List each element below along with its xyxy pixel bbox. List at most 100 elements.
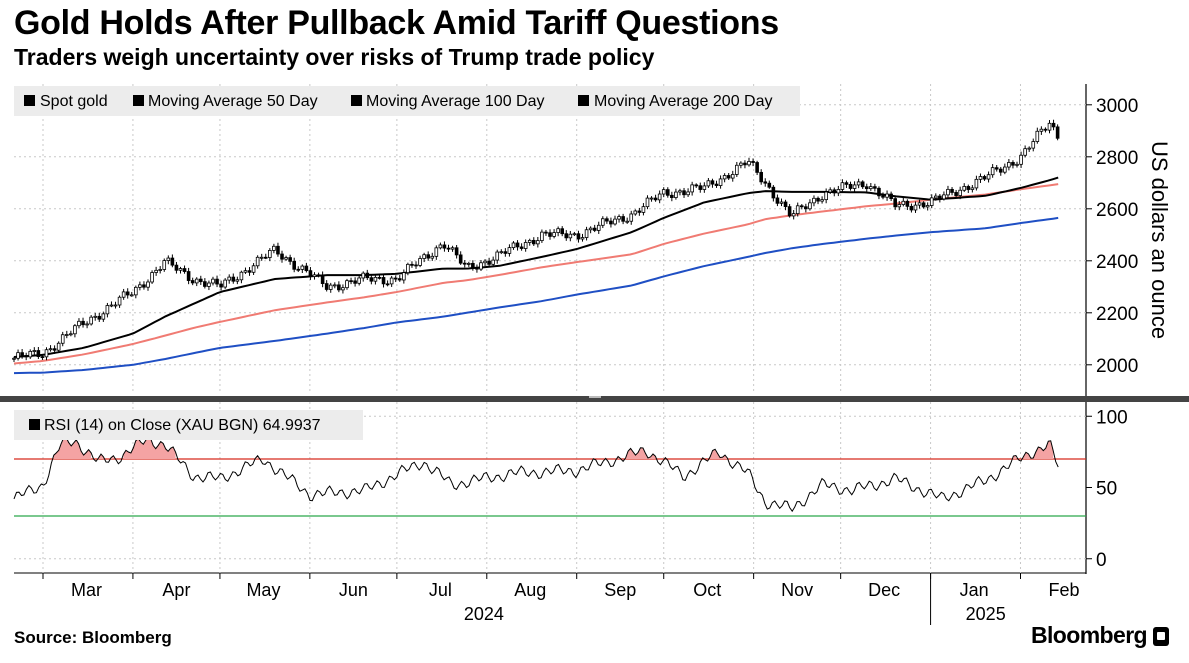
candle-body: [714, 183, 719, 186]
candle-body: [771, 186, 776, 199]
x-tick-label: Oct: [693, 580, 721, 600]
candle-body: [1051, 122, 1056, 128]
candle-body: [304, 265, 309, 272]
price-y-tick-label: 3000: [1096, 96, 1138, 117]
candle-body: [836, 189, 841, 194]
candle-body: [1043, 128, 1048, 131]
candle-body: [690, 184, 694, 193]
bloomberg-terminal-icon: [1153, 627, 1169, 646]
candle-body: [182, 268, 187, 272]
x-tick-label: Mar: [71, 580, 102, 600]
candle-body: [596, 224, 601, 231]
candle-body: [572, 233, 577, 236]
candle-body: [251, 265, 256, 273]
candle-body: [889, 193, 893, 199]
x-tick-label: Jun: [339, 580, 368, 600]
x-tick-label: Feb: [1048, 580, 1079, 600]
candle-body: [1055, 126, 1060, 139]
candle-body: [962, 186, 967, 191]
candle-body: [219, 283, 223, 288]
candle-body: [779, 201, 784, 204]
candle-body: [978, 176, 983, 180]
candle-body: [377, 276, 382, 279]
candle-body: [207, 282, 211, 287]
candle-body: [194, 278, 199, 284]
candle-body: [312, 274, 317, 277]
candle-body: [564, 233, 569, 239]
candle-body: [588, 227, 593, 231]
candle-body: [316, 274, 321, 277]
candle-body: [397, 278, 402, 281]
candle-body: [710, 180, 715, 185]
candle-body: [300, 265, 305, 270]
candle-body: [32, 350, 37, 352]
candle-body: [905, 200, 910, 207]
legend-swatch-spot: [24, 95, 35, 106]
rsi-y-tick-label: 100: [1096, 407, 1128, 428]
candle-body: [946, 188, 950, 196]
candle-body: [885, 193, 889, 198]
candle-body: [223, 279, 227, 288]
candle-body: [491, 259, 495, 265]
candle-body: [852, 184, 857, 189]
candle-body: [1011, 162, 1015, 166]
candle-body: [938, 195, 942, 200]
candle-body: [438, 244, 443, 249]
candle-body: [337, 284, 341, 291]
candle-body: [759, 171, 763, 183]
candle-body: [418, 258, 422, 266]
candle-body: [824, 191, 828, 201]
candle-body: [121, 291, 126, 298]
candle-body: [259, 256, 264, 259]
candle-body: [162, 260, 167, 270]
x-tick-label: Jul: [429, 580, 452, 600]
legend-label-ma100: Moving Average 100 Day: [366, 93, 544, 110]
candle-body: [665, 189, 670, 196]
candle-body: [178, 268, 183, 271]
candle-body: [138, 284, 142, 288]
candle-body: [649, 197, 654, 200]
candle-body: [154, 269, 158, 273]
candle-body: [357, 277, 361, 284]
candle-body: [694, 184, 699, 187]
candle-body: [276, 245, 280, 255]
y-axis-title: US dollars an ounce: [1147, 141, 1172, 339]
candle-body: [255, 256, 260, 267]
candle-body: [998, 168, 1003, 173]
candle-body: [24, 355, 28, 358]
candle-body: [1007, 162, 1011, 168]
price-y-tick-label: 2800: [1096, 148, 1138, 169]
candle-body: [653, 197, 658, 201]
candle-body: [848, 183, 853, 189]
candle-body: [775, 197, 780, 204]
candle-body: [613, 218, 617, 225]
legend-item-ma100: Moving Average 100 Day: [351, 93, 544, 110]
candle-body: [527, 239, 532, 243]
candle-body: [462, 262, 467, 265]
legend-item-ma200: Moving Average 200 Day: [578, 93, 772, 110]
candle-body: [158, 269, 162, 271]
candle-body: [288, 257, 292, 262]
candle-body: [950, 188, 954, 193]
candle-body: [799, 205, 804, 208]
candle-body: [873, 186, 877, 189]
candle-body: [215, 278, 219, 285]
legend-label-ma200: Moving Average 200 Day: [594, 93, 772, 110]
candle-body: [958, 189, 962, 196]
candle-body: [568, 233, 573, 239]
candle-body: [44, 349, 49, 358]
candle-body: [556, 228, 560, 233]
panel-divider-handle[interactable]: [589, 396, 601, 398]
candle-body: [706, 180, 711, 187]
candle-body: [471, 262, 475, 269]
x-tick-label: Jan: [960, 580, 989, 600]
candle-body: [747, 161, 751, 166]
candle-body: [966, 186, 971, 190]
candle-body: [812, 197, 816, 204]
x-tick-label: Dec: [868, 580, 900, 600]
candle-body: [625, 220, 629, 223]
x-tick-label: Aug: [514, 580, 546, 600]
x-tick-label: Sep: [604, 580, 636, 600]
candle-body: [280, 253, 284, 260]
candle-body: [1003, 166, 1007, 173]
